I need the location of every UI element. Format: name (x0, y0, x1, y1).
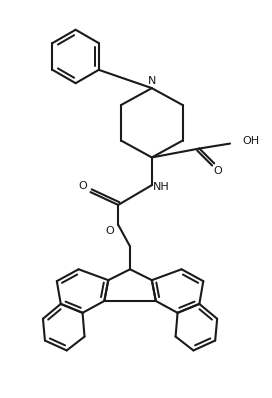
Text: N: N (148, 76, 156, 86)
Text: O: O (105, 226, 114, 236)
Text: NH: NH (153, 182, 170, 192)
Text: O: O (214, 166, 222, 176)
Text: OH: OH (242, 136, 259, 146)
Text: O: O (78, 181, 87, 191)
